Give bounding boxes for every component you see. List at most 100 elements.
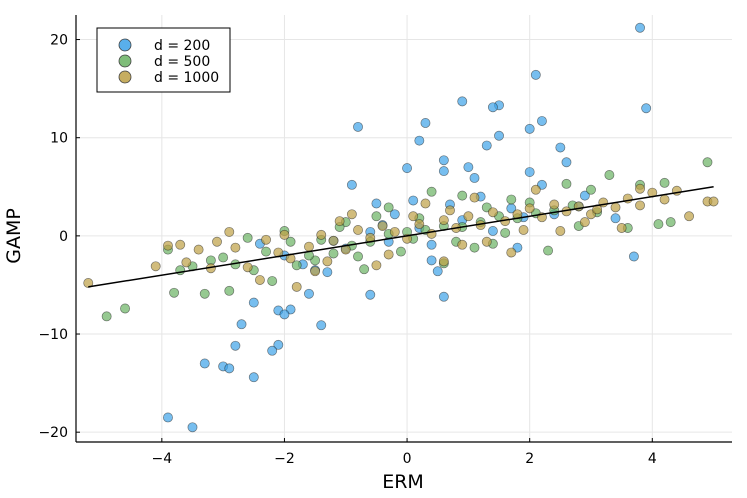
- point-series-2: [610, 202, 621, 213]
- point-series-1: [506, 194, 517, 205]
- point-series-2: [316, 229, 327, 240]
- point-series-2: [193, 244, 204, 255]
- point-series-2: [254, 275, 265, 285]
- point-series-1: [371, 211, 382, 222]
- y-tick-label: 20: [50, 33, 68, 49]
- point-series-2: [304, 241, 314, 252]
- point-series-2: [438, 256, 449, 267]
- legend-marker-d1000: [118, 70, 132, 84]
- x-tick-label: 2: [525, 451, 534, 467]
- point-series-2: [310, 266, 321, 277]
- point-series-1: [353, 251, 363, 262]
- x-tick-label: −4: [152, 451, 173, 467]
- point-series-0: [469, 172, 480, 183]
- point-series-0: [487, 226, 498, 236]
- point-series-2: [579, 217, 590, 228]
- point-series-0: [346, 179, 357, 190]
- point-series-0: [536, 116, 547, 126]
- data-points: [83, 22, 719, 433]
- point-series-1: [702, 157, 713, 168]
- point-series-1: [218, 252, 229, 263]
- point-series-0: [628, 251, 639, 262]
- point-series-0: [187, 422, 198, 433]
- point-series-1: [543, 245, 554, 256]
- point-series-1: [457, 190, 468, 201]
- y-tick-label: 10: [50, 131, 68, 147]
- point-series-0: [530, 69, 541, 80]
- point-series-1: [261, 246, 272, 257]
- point-series-2: [371, 260, 382, 271]
- point-series-2: [469, 192, 480, 203]
- point-series-2: [389, 226, 400, 237]
- point-series-2: [445, 205, 455, 216]
- point-series-2: [83, 278, 94, 288]
- point-series-0: [365, 289, 376, 300]
- point-series-2: [328, 235, 339, 246]
- point-series-2: [291, 281, 302, 292]
- point-series-2: [530, 184, 541, 195]
- point-series-2: [414, 219, 425, 230]
- point-series-2: [635, 183, 645, 194]
- point-series-0: [279, 309, 290, 320]
- point-series-1: [665, 217, 676, 228]
- point-series-0: [273, 339, 284, 350]
- point-series-0: [408, 195, 419, 206]
- point-series-0: [322, 267, 333, 278]
- point-series-0: [248, 372, 259, 383]
- point-series-1: [267, 276, 278, 286]
- point-series-0: [402, 163, 413, 174]
- point-series-0: [432, 266, 443, 277]
- point-series-1: [604, 170, 615, 180]
- legend-marker-d500: [118, 54, 132, 68]
- legend-marker-d200: [118, 38, 132, 52]
- point-series-2: [420, 198, 431, 209]
- point-series-1: [328, 248, 339, 259]
- point-series-2: [322, 256, 333, 267]
- point-series-0: [267, 345, 278, 356]
- point-series-2: [150, 261, 161, 272]
- point-series-0: [420, 118, 431, 128]
- point-series-0: [457, 96, 468, 107]
- point-series-1: [395, 246, 406, 257]
- point-series-0: [463, 162, 474, 173]
- point-series-1: [120, 303, 130, 314]
- point-series-0: [481, 140, 492, 151]
- legend-label-d1000: d = 1000: [154, 70, 219, 86]
- point-series-0: [414, 135, 425, 146]
- point-series-2: [555, 226, 566, 236]
- point-series-2: [212, 236, 222, 247]
- point-series-0: [438, 166, 449, 177]
- point-series-0: [236, 319, 247, 330]
- point-series-0: [561, 157, 572, 168]
- point-series-1: [359, 264, 370, 275]
- point-series-2: [334, 216, 345, 227]
- point-series-0: [224, 363, 235, 374]
- point-series-0: [494, 130, 504, 141]
- point-series-1: [653, 219, 664, 230]
- point-series-0: [304, 288, 314, 299]
- point-series-0: [524, 167, 535, 178]
- point-series-0: [524, 123, 535, 134]
- y-tick-label: 0: [59, 229, 68, 245]
- point-series-2: [230, 242, 241, 253]
- x-tick-label: 4: [648, 451, 657, 467]
- x-tick-label: 0: [403, 451, 412, 467]
- point-series-0: [163, 412, 173, 423]
- point-series-2: [353, 225, 363, 235]
- point-series-0: [438, 155, 449, 166]
- point-series-2: [279, 229, 290, 240]
- point-series-1: [500, 227, 511, 238]
- point-series-0: [389, 209, 400, 220]
- point-series-2: [635, 200, 645, 211]
- point-series-1: [426, 186, 437, 197]
- point-series-2: [377, 221, 388, 231]
- point-series-0: [199, 358, 210, 369]
- point-series-1: [586, 184, 596, 195]
- point-series-2: [708, 196, 719, 207]
- point-series-1: [285, 236, 296, 247]
- point-series-1: [224, 285, 235, 296]
- point-series-2: [457, 239, 468, 250]
- y-tick-label: −10: [38, 327, 68, 343]
- point-series-2: [383, 249, 394, 260]
- point-series-1: [383, 202, 394, 213]
